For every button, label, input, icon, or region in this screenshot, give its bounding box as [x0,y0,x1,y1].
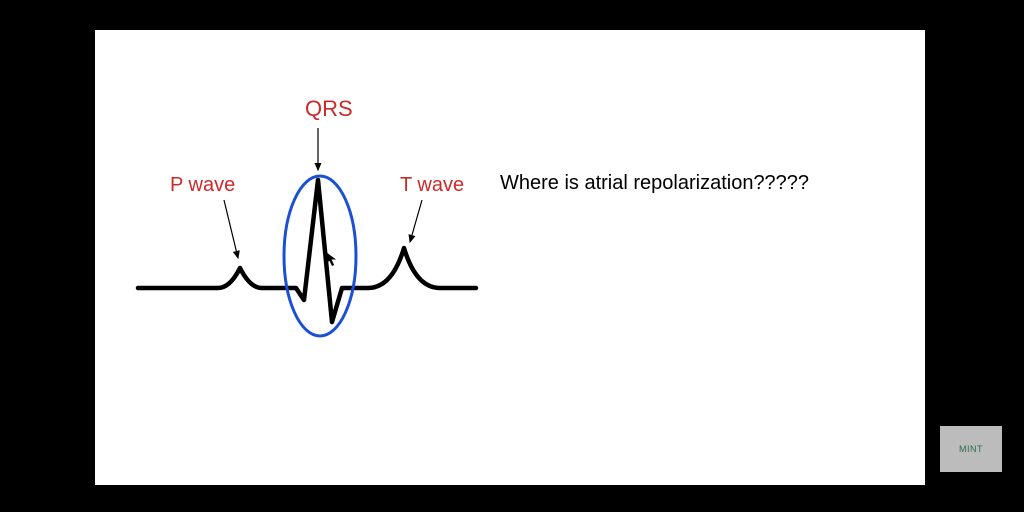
ecg-waveform [138,180,476,322]
pointer-arrow [224,200,238,258]
brand-logo: MINT [940,426,1002,472]
ecg-diagram [0,0,1024,512]
p-wave-label: P wave [170,174,235,197]
qrs-label: QRS [305,96,353,122]
pointer-arrow [410,200,422,242]
brand-logo-text: MINT [959,444,983,454]
question-text: Where is atrial repolarization????? [500,172,809,195]
t-wave-label: T wave [400,174,464,197]
